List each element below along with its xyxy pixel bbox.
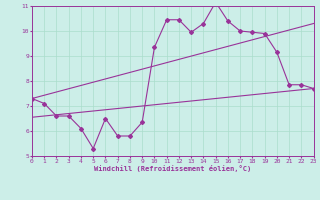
X-axis label: Windchill (Refroidissement éolien,°C): Windchill (Refroidissement éolien,°C) <box>94 165 252 172</box>
